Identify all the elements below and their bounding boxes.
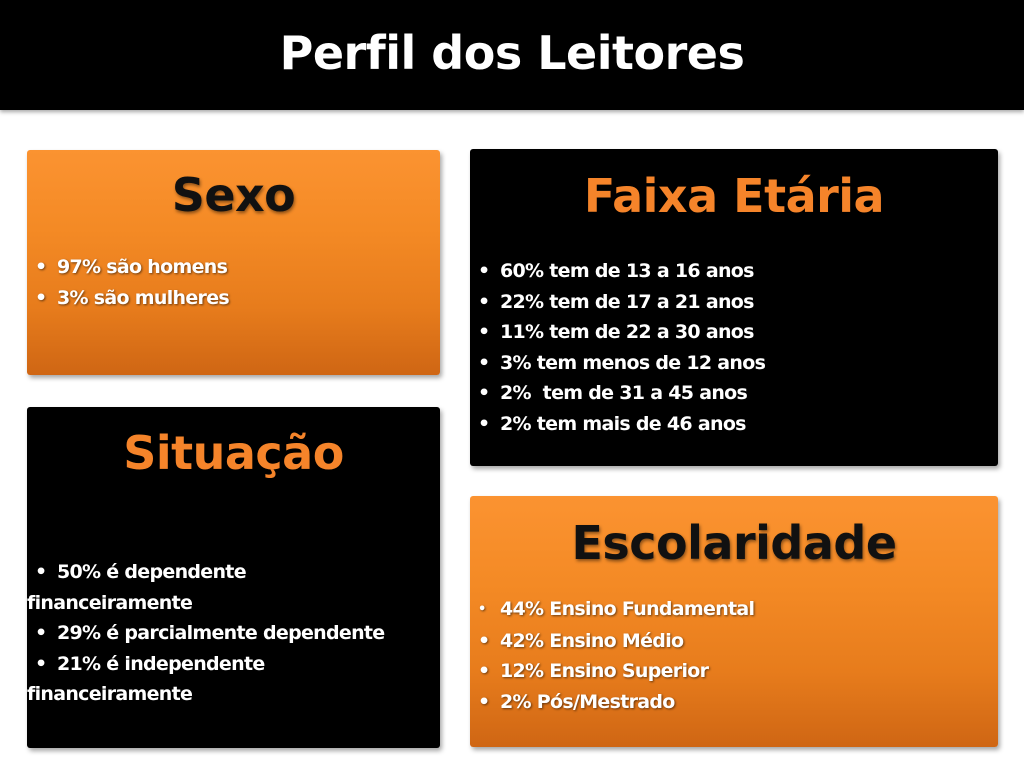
bullet-icon: • (478, 629, 490, 652)
list-item-text: 22% tem de 17 a 21 anos (500, 290, 754, 313)
list-item: • 3% tem menos de 12 anos (478, 348, 998, 379)
bullet-icon: • (478, 690, 490, 713)
faixa-etaria-box: Faixa Etária • 60% tem de 13 a 16 anos • 2… (470, 149, 998, 466)
situacao-heading: Situação (123, 426, 344, 480)
sexo-box: Sexo • 97% são homens • 3% são mulheres (27, 150, 440, 375)
bullet-icon: • (478, 382, 490, 404)
bullet-icon: • (35, 561, 47, 583)
list-item-text: 12% Ensino Superior (500, 660, 709, 682)
list-item: • 11% tem de 22 a 30 anos (478, 317, 998, 348)
list-item: • 21% é independente financeiramente (27, 649, 425, 710)
escolaridade-box: Escolaridade • 44% Ensino Fundamental • 42… (470, 496, 998, 747)
sexo-list: • 97% são homens • 3% são mulheres (27, 252, 440, 313)
list-item-text: 2% tem mais de 46 anos (500, 412, 746, 435)
list-item-text: 21% é independente (57, 652, 265, 675)
list-item: • 2% Pós/Mestrado (478, 687, 998, 718)
list-item-text: 2% Pós/Mestrado (500, 690, 675, 713)
bullet-icon: • (35, 622, 47, 644)
list-item: • 42% Ensino Médio (478, 626, 998, 657)
bullet-icon: • (478, 321, 490, 343)
sexo-heading: Sexo (171, 168, 296, 222)
list-item-text: 11% tem de 22 a 30 anos (500, 321, 754, 343)
list-item: • 22% tem de 17 a 21 anos (478, 287, 998, 318)
list-item: • 2% tem mais de 46 anos (478, 409, 998, 440)
list-item: • 12% Ensino Superior (478, 656, 998, 687)
bullet-icon: • (478, 290, 490, 313)
list-item: • 3% são mulheres (35, 283, 440, 314)
list-item: • 97% são homens (35, 252, 440, 283)
list-item-text: 29% é parcialmente dependente (57, 622, 385, 644)
faixa-etaria-list: • 60% tem de 13 a 16 anos • 22% tem de 17 … (470, 256, 998, 439)
list-item-text: 3% são mulheres (57, 286, 230, 309)
list-item-text: 50% é dependente (57, 561, 247, 583)
bullet-icon: • (35, 652, 47, 675)
bullet-icon: • (478, 660, 490, 682)
bullet-icon: • (478, 412, 490, 435)
list-item: • 60% tem de 13 a 16 anos (478, 256, 998, 287)
title-bar: Perfil dos Leitores (0, 0, 1024, 110)
list-item-text: 60% tem de 13 a 16 anos (500, 260, 754, 282)
list-item: • 2% tem de 31 a 45 anos (478, 378, 998, 409)
bullet-icon: • (35, 256, 47, 278)
list-item: • 29% é parcialmente dependente (35, 618, 425, 649)
situacao-box: Situação • 50% é dependente financeiramen… (27, 407, 440, 748)
list-item-continuation: financeiramente (27, 591, 193, 614)
list-item-text: 3% tem menos de 12 anos (500, 351, 766, 374)
bullet-icon: • (35, 286, 47, 309)
escolaridade-list: • 44% Ensino Fundamental • 42% Ensino Médi… (470, 594, 998, 717)
list-item-continuation: financeiramente (27, 683, 193, 705)
list-item-text: 42% Ensino Médio (500, 629, 684, 652)
list-item: • 44% Ensino Fundamental (478, 594, 998, 626)
list-item-text: 2% tem de 31 a 45 anos (500, 382, 748, 404)
list-item: • 50% é dependente financeiramente (27, 557, 425, 618)
situacao-list: • 50% é dependente financeiramente • 29% é… (27, 557, 440, 710)
list-item-text: 97% são homens (57, 256, 228, 278)
bullet-icon: • (478, 260, 490, 282)
bullet-icon: • (478, 351, 490, 374)
escolaridade-heading: Escolaridade (571, 516, 897, 570)
slide-title: Perfil dos Leitores (279, 26, 745, 80)
list-item-text: 44% Ensino Fundamental (500, 598, 755, 620)
faixa-etaria-heading: Faixa Etária (583, 169, 885, 223)
bullet-icon: • (478, 602, 486, 617)
